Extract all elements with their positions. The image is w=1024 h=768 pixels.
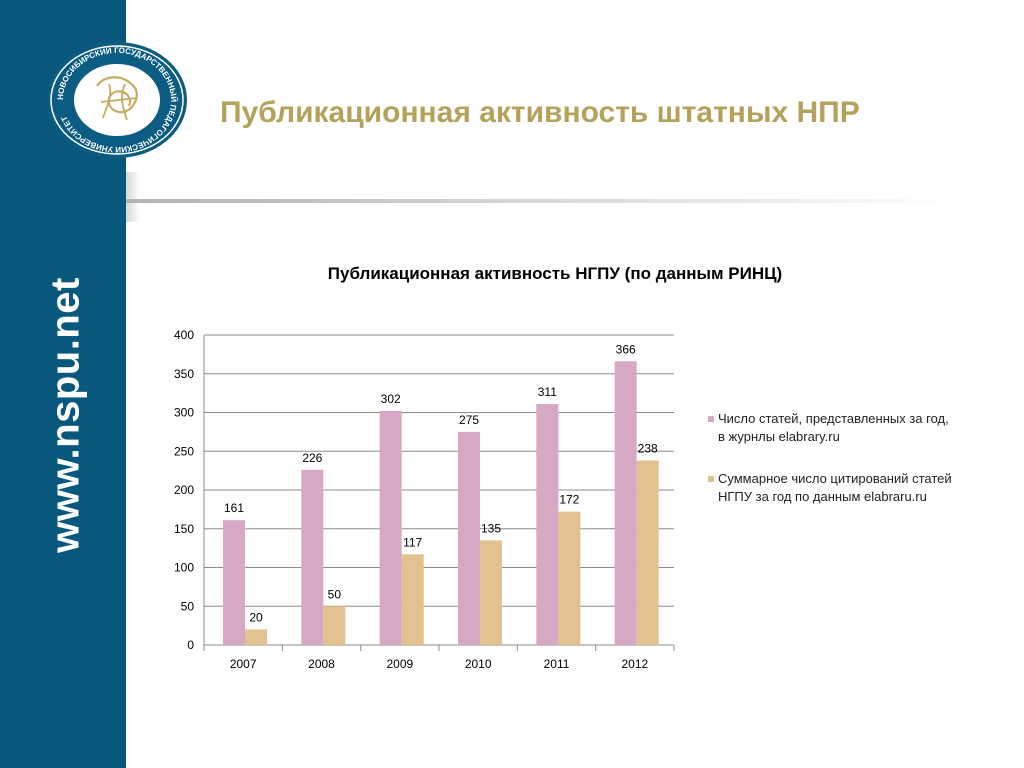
data-label: 172 [559, 493, 579, 507]
data-label: 366 [616, 342, 636, 356]
x-tick-label: 2009 [386, 657, 413, 671]
bar-articles [301, 469, 324, 645]
bar-citations [480, 540, 502, 645]
legend-item-citations: Суммарное число цитирований статей НГПУ … [708, 470, 958, 506]
bar-citations [636, 460, 659, 645]
y-tick-label: 50 [181, 599, 195, 613]
x-tick-label: 2010 [465, 657, 492, 671]
y-tick-label: 350 [174, 367, 194, 381]
bar-articles [614, 361, 637, 645]
x-tick-label: 2008 [308, 657, 335, 671]
data-label: 161 [224, 501, 244, 515]
data-label: 117 [403, 535, 422, 549]
bar-articles [223, 520, 245, 645]
data-label: 135 [481, 521, 501, 535]
x-tick-label: 2012 [621, 657, 648, 671]
y-tick-label: 300 [174, 406, 194, 420]
data-label: 226 [302, 451, 322, 465]
chart-title: Публикационная активность НГПУ (по данны… [327, 264, 783, 283]
data-label: 20 [249, 611, 263, 625]
data-label: 275 [459, 413, 479, 427]
data-label: 311 [538, 385, 557, 399]
legend-swatch-articles [708, 416, 714, 422]
y-tick-label: 250 [174, 444, 194, 458]
data-label: 50 [328, 587, 342, 601]
x-tick-label: 2007 [230, 657, 257, 671]
y-tick-label: 200 [174, 483, 194, 497]
bar-articles [379, 410, 402, 645]
bar-articles [536, 403, 559, 645]
y-tick-label: 100 [174, 561, 194, 575]
bar-citations [558, 511, 581, 645]
bar-articles [458, 431, 480, 645]
y-tick-label: 400 [174, 328, 194, 342]
y-tick-label: 150 [174, 522, 194, 536]
bar-citations [323, 606, 346, 645]
divider-accent [126, 172, 140, 222]
page-title: Публикационная активность штатных НПР [220, 96, 860, 129]
y-tick-label: 0 [187, 638, 194, 652]
legend-item-articles: Число статей, представленных за год, в ж… [708, 410, 958, 446]
data-label: 238 [638, 442, 658, 456]
data-label: 302 [381, 392, 401, 406]
legend-label-citations: Суммарное число цитирований статей НГПУ … [718, 471, 952, 504]
x-tick-label: 2011 [544, 657, 570, 671]
chart-legend: Число статей, представленных за год, в ж… [708, 410, 958, 530]
header-divider [126, 199, 956, 203]
legend-label-articles: Число статей, представленных за год, в ж… [718, 411, 949, 444]
university-logo: НОВОСИБИРСКИЙ ГОСУДАРСТВЕННЫЙ ПЕДАГОГИЧЕ… [47, 42, 187, 158]
bar-citations [401, 554, 424, 645]
bar-citations [245, 629, 267, 645]
legend-swatch-citations [708, 476, 714, 482]
